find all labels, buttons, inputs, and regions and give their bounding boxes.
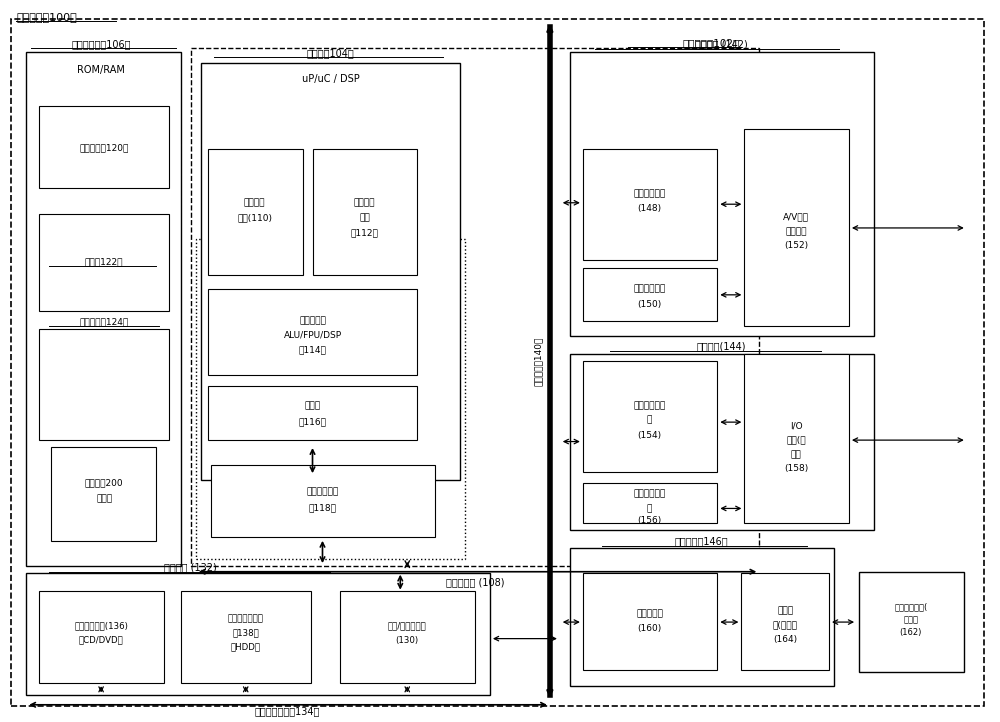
Text: （HDD）: （HDD） (231, 643, 261, 652)
Text: (156): (156) (637, 516, 662, 525)
Text: 多个）: 多个） (903, 615, 918, 625)
Text: 并行接口控制: 并行接口控制 (633, 490, 666, 499)
Text: 网络控制器: 网络控制器 (636, 609, 663, 619)
Bar (583, 483, 717, 523)
Text: （138）: （138） (232, 628, 259, 638)
Text: 储存接口总线（134）: 储存接口总线（134） (255, 706, 320, 716)
Bar (39, 591, 164, 683)
Text: 口(多个）: 口(多个） (773, 620, 798, 630)
Text: (154): (154) (638, 430, 662, 440)
Text: 计算设备（100）: 计算设备（100） (16, 12, 77, 22)
Text: 器: 器 (647, 415, 652, 425)
Text: 缓存: 缓存 (359, 214, 370, 222)
Text: 个）: 个） (791, 450, 802, 459)
Text: 接口总线（140）: 接口总线（140） (533, 336, 542, 386)
Text: ROM/RAM: ROM/RAM (77, 65, 125, 74)
Text: 音频处理单元: 音频处理单元 (633, 284, 666, 294)
Text: 应用（122）: 应用（122） (85, 257, 123, 266)
Bar (51, 448, 156, 541)
Text: (164): (164) (773, 635, 797, 644)
Bar (39, 105, 169, 188)
Text: （多个）: （多个） (785, 227, 807, 236)
Bar (208, 149, 303, 274)
Bar (744, 354, 849, 523)
Text: (130): (130) (396, 635, 419, 645)
Bar (583, 268, 717, 321)
Text: 存储器总线 (108): 存储器总线 (108) (446, 578, 504, 588)
Text: (152): (152) (784, 241, 808, 251)
Text: 存储器控制器: 存储器控制器 (306, 487, 339, 497)
Bar (181, 591, 311, 683)
Text: 不可移除储存器: 不可移除储存器 (228, 614, 264, 623)
Bar (859, 573, 964, 671)
Text: 通信端: 通信端 (777, 606, 793, 615)
Text: 缓存(110): 缓存(110) (237, 214, 272, 222)
Text: 程序数据（124）: 程序数据（124） (79, 317, 129, 326)
Text: （116）: （116） (299, 417, 327, 426)
Text: 其他计算设备(: 其他计算设备( (894, 602, 927, 612)
Bar (39, 214, 169, 310)
Text: 一级高速: 一级高速 (244, 199, 265, 207)
Bar (26, 573, 490, 695)
Text: 执行方法200: 执行方法200 (85, 479, 123, 488)
Text: ALU/FPU/DSP: ALU/FPU/DSP (283, 331, 342, 339)
Text: （118）: （118） (308, 503, 336, 512)
Bar (583, 149, 717, 261)
Bar (191, 48, 759, 566)
Text: 的指令: 的指令 (96, 495, 112, 503)
Bar (313, 149, 417, 274)
Bar (744, 129, 849, 326)
Text: A/V端口: A/V端口 (783, 213, 809, 222)
Bar (26, 52, 181, 566)
Bar (208, 289, 417, 375)
Text: （114）: （114） (299, 345, 326, 354)
Text: 器: 器 (647, 504, 652, 513)
Bar (570, 52, 874, 336)
Text: I/O: I/O (790, 421, 802, 430)
Text: 外圆接口(144): 外圆接口(144) (697, 342, 746, 352)
Text: 储存设备 (132): 储存设备 (132) (164, 562, 217, 573)
Bar (583, 573, 717, 670)
Bar (211, 465, 435, 537)
Text: （112）: （112） (350, 228, 378, 238)
Bar (208, 386, 417, 440)
Text: 基本配置（102）: 基本配置（102） (682, 38, 739, 48)
Text: 系统存储器（106）: 系统存储器（106） (71, 40, 131, 50)
Text: 总线/接口控制器: 总线/接口控制器 (388, 621, 427, 630)
Text: 端口(多: 端口(多 (786, 435, 806, 445)
Bar (201, 63, 460, 479)
Text: 图像处理单元: 图像处理单元 (633, 190, 666, 199)
Text: 处理器（104）: 处理器（104） (307, 48, 354, 58)
Bar (583, 361, 717, 472)
Bar (570, 354, 874, 530)
Text: 可移除储存器(136): 可移除储存器(136) (74, 621, 128, 630)
Bar (741, 573, 829, 670)
Text: 串行接口控制: 串行接口控制 (633, 401, 666, 410)
Text: (148): (148) (638, 204, 662, 213)
Text: （CD/DVD）: （CD/DVD） (79, 635, 123, 644)
Text: 操作系统（120）: 操作系统（120） (79, 143, 129, 152)
Text: 寄存器: 寄存器 (304, 402, 321, 411)
Text: (158): (158) (784, 464, 808, 474)
Text: (160): (160) (637, 624, 662, 633)
Bar (196, 239, 465, 559)
Text: (162): (162) (900, 628, 922, 638)
Bar (39, 329, 169, 440)
Text: uP/uC / DSP: uP/uC / DSP (302, 74, 359, 84)
Bar (340, 591, 475, 683)
Text: 处理器核心: 处理器核心 (299, 316, 326, 325)
Text: 二级高速: 二级高速 (354, 199, 375, 207)
Bar (570, 548, 834, 686)
Text: 输出设备 (142): 输出设备 (142) (695, 40, 748, 50)
Text: 通信设备（146）: 通信设备（146） (675, 536, 728, 547)
Text: (150): (150) (637, 300, 662, 309)
